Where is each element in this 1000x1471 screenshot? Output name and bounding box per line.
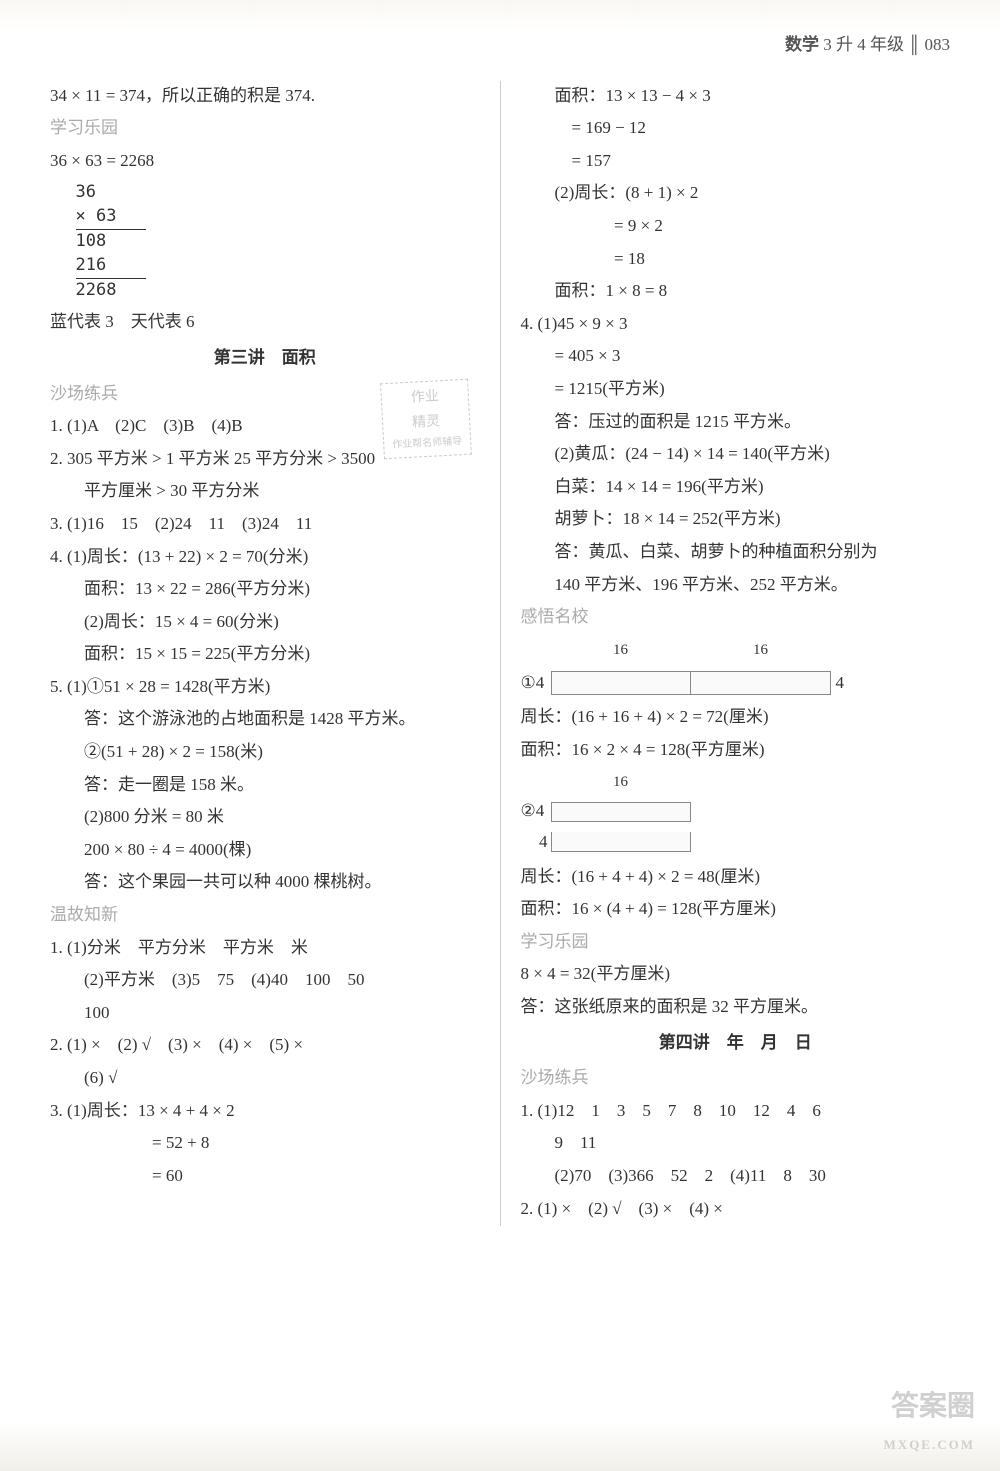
multiplication-block: 36 × 63 108 216 2268 (50, 181, 480, 302)
diagram-2: 16 ②4 4 (521, 769, 951, 857)
text-line: 答：这张纸原来的面积是 32 平方厘米。 (521, 992, 951, 1023)
text-line: 蓝代表 3 天代表 6 (50, 307, 480, 338)
text-line: = 169 − 12 (521, 113, 951, 144)
dim-label: ①4 (521, 668, 551, 699)
text-line: 面积：13 × 13 − 4 × 3 (521, 81, 951, 112)
content-columns: 作业 精灵 作业帮名师辅导 34 × 11 = 374，所以正确的积是 374.… (50, 81, 950, 1227)
footer-watermark: 答案圈 MXQE.COM (884, 1382, 975, 1456)
text-line: 3. (1)周长：13 × 4 + 4 × 2 (50, 1096, 480, 1127)
text-line: 3. (1)16 15 (2)24 11 (3)24 11 (50, 509, 480, 540)
diagram-1: 16 16 ①4 4 (521, 637, 951, 699)
text-line: 答：这个游泳池的占地面积是 1428 平方米。 (50, 704, 480, 735)
stamp-line1: 作业 (389, 383, 460, 412)
text-line: = 9 × 2 (521, 211, 951, 242)
text-line: 面积：1 × 8 = 8 (521, 276, 951, 307)
text-line: = 405 × 3 (521, 341, 951, 372)
text-line: = 157 (521, 146, 951, 177)
mult-row: × 63 (76, 205, 146, 230)
dim-label: 16 (551, 637, 691, 664)
section-label: 学习乐园 (521, 927, 951, 958)
text-line: 面积：13 × 22 = 286(平方分米) (50, 574, 480, 605)
text-line: 4. (1)周长：(13 + 22) × 2 = 70(分米) (50, 542, 480, 573)
text-line: = 52 + 8 (50, 1128, 480, 1159)
watermark-name: 答案圈 (891, 1391, 975, 1422)
text-line: 答：压过的面积是 1215 平方米。 (521, 407, 951, 438)
stamp-watermark: 作业 精灵 作业帮名师辅导 (380, 378, 472, 459)
text-line: 4. (1)45 × 9 × 3 (521, 309, 951, 340)
text-line: 白菜：14 × 14 = 196(平方米) (521, 472, 951, 503)
page-sep: ║ (908, 35, 924, 54)
left-column: 作业 精灵 作业帮名师辅导 34 × 11 = 374，所以正确的积是 374.… (50, 81, 480, 1227)
rect-box (551, 802, 691, 822)
text-line: 面积：16 × (4 + 4) = 128(平方厘米) (521, 894, 951, 925)
text-line: 面积：15 × 15 = 225(平方分米) (50, 639, 480, 670)
text-line: 8 × 4 = 32(平方厘米) (521, 959, 951, 990)
mult-row: 108 (76, 230, 480, 254)
text-line: 1. (1)分米 平方分米 平方米 米 (50, 933, 480, 964)
text-line: 9 11 (521, 1128, 951, 1159)
text-line: 5. (1)①51 × 28 = 1428(平方米) (50, 672, 480, 703)
text-line: 答：这个果园一共可以种 4000 棵桃树。 (50, 867, 480, 898)
stamp-line2: 精灵 (390, 408, 461, 437)
mult-row: 36 (76, 181, 480, 205)
grade-label: 3 升 4 年级 (823, 35, 904, 54)
text-line: (2)黄瓜：(24 − 14) × 14 = 140(平方米) (521, 439, 951, 470)
column-divider (500, 81, 501, 1227)
text-line: (2)70 (3)366 52 2 (4)11 8 30 (521, 1161, 951, 1192)
text-line: 周长：(16 + 4 + 4) × 2 = 48(厘米) (521, 862, 951, 893)
text-line: 34 × 11 = 374，所以正确的积是 374. (50, 81, 480, 112)
lesson-title: 第三讲 面积 (50, 343, 480, 374)
rect-box (551, 832, 691, 852)
text-line: 100 (50, 998, 480, 1029)
text-line: (2)800 分米 = 80 米 (50, 802, 480, 833)
text-line: 140 平方米、196 平方米、252 平方米。 (521, 570, 951, 601)
rect-box (551, 671, 691, 695)
mult-row: 216 (76, 254, 146, 279)
text-line: 2. (1) × (2) √ (3) × (4) × (521, 1194, 951, 1225)
text-line: 200 × 80 ÷ 4 = 4000(棵) (50, 835, 480, 866)
footer-decoration (0, 1421, 1000, 1471)
dim-label: 4 (521, 827, 551, 858)
lesson-title: 第四讲 年 月 日 (521, 1028, 951, 1059)
section-label: 沙场练兵 (521, 1063, 951, 1094)
text-line: ②(51 + 28) × 2 = 158(米) (50, 737, 480, 768)
text-line: 答：走一圈是 158 米。 (50, 770, 480, 801)
dim-label: 16 (691, 637, 831, 664)
mult-row: 2268 (76, 279, 480, 303)
text-line: 36 × 63 = 2268 (50, 146, 480, 177)
text-line: (2)周长：15 × 4 = 60(分米) (50, 607, 480, 638)
text-line: = 18 (521, 244, 951, 275)
text-line: 平方厘米 > 30 平方分米 (50, 476, 480, 507)
watermark-url: MXQE.COM (884, 1433, 975, 1456)
section-label: 学习乐园 (50, 113, 480, 144)
right-column: 面积：13 × 13 − 4 × 3 = 169 − 12 = 157 (2)周… (521, 81, 951, 1227)
text-line: 胡萝卜：18 × 14 = 252(平方米) (521, 504, 951, 535)
section-label: 感悟名校 (521, 602, 951, 633)
page-header: 数学 3 升 4 年级 ║ 083 (50, 30, 950, 71)
stamp-line3: 作业帮名师辅导 (391, 433, 462, 455)
text-line: 面积：16 × 2 × 4 = 128(平方厘米) (521, 735, 951, 766)
dim-label: 4 (831, 668, 845, 699)
text-line: 1. (1)12 1 3 5 7 8 10 12 4 6 (521, 1096, 951, 1127)
text-line: = 1215(平方米) (521, 374, 951, 405)
dim-label: 16 (551, 769, 691, 796)
text-line: = 60 (50, 1161, 480, 1192)
subject-label: 数学 (785, 35, 819, 54)
text-line: (6) √ (50, 1063, 480, 1094)
text-line: 答：黄瓜、白菜、胡萝卜的种植面积分别为 (521, 537, 951, 568)
page-number: 083 (925, 35, 951, 54)
text-line: 周长：(16 + 16 + 4) × 2 = 72(厘米) (521, 702, 951, 733)
rect-box (691, 671, 831, 695)
text-line: 2. (1) × (2) √ (3) × (4) × (5) × (50, 1030, 480, 1061)
text-line: (2)周长：(8 + 1) × 2 (521, 178, 951, 209)
dim-label: ②4 (521, 796, 551, 827)
section-label: 温故知新 (50, 900, 480, 931)
text-line: (2)平方米 (3)5 75 (4)40 100 50 (50, 965, 480, 996)
header-decoration (0, 0, 1000, 30)
